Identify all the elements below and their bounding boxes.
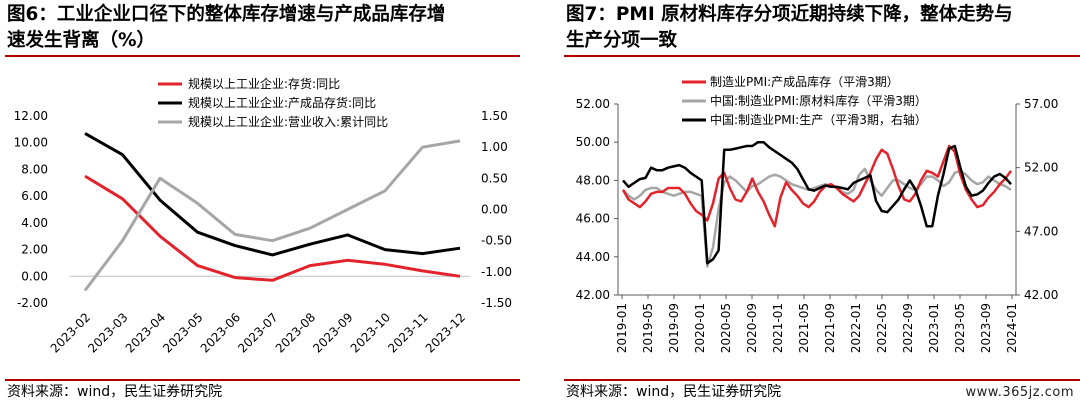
left-chart-panel: 图6：工业企业口径下的整体库存增速与产成品库存增 速发生背离（%） -2.00 0… [0, 0, 520, 404]
left-legend-label: 规模以上工业企业:存货:同比 [188, 76, 340, 91]
left-x-tick-label: 2023-06 [198, 310, 243, 355]
right-y-tick-label: 44.00 [576, 250, 610, 264]
right-y-tick-label: 52.00 [576, 97, 610, 111]
right-chart-panel: 图7：PMI 原材料库存分项近期持续下降，整体走势与 生产分项一致 42.00 4… [540, 0, 1080, 404]
right-x-tick-label: 2021-05 [797, 303, 811, 353]
right-legend-label: 制造业PMI:产成品库存（平滑3期） [710, 74, 899, 89]
right-x-tick-label: 2020-01 [693, 303, 707, 353]
left-y-tick-label: 6.00 [21, 189, 48, 203]
left-chart-title-line1: 图6：工业企业口径下的整体库存增速与产成品库存增 [7, 4, 446, 25]
watermark: www.365jz.com [965, 385, 1074, 400]
left-y2-tick-label: 0.50 [481, 171, 508, 185]
right-y-tick-label: 48.00 [576, 173, 610, 187]
left-y-tick-label: -2.00 [17, 296, 48, 310]
left-legend-label: 规模以上工业企业:产成品存货:同比 [188, 95, 376, 110]
right-x-tick-label: 2024-01 [1005, 303, 1019, 353]
right-series-line [622, 140, 1012, 265]
right-x-tick-label: 2019-01 [615, 303, 629, 353]
left-chart-title-line2: 速发生背离（%） [7, 30, 156, 51]
left-y-tick-label: 10.00 [14, 136, 48, 150]
right-chart-title-line2: 生产分项一致 [566, 30, 678, 51]
right-chart-title: 图7：PMI 原材料库存分项近期持续下降，整体走势与 生产分项一致 [566, 2, 1013, 54]
left-chart-title: 图6：工业企业口径下的整体库存增速与产成品库存增 速发生背离（%） [7, 2, 445, 54]
right-title-rule [564, 55, 1080, 57]
right-y-tick-label: 46.00 [576, 212, 610, 226]
right-line-chart: 42.00 44.00 46.00 48.00 50.00 52.00 42.00 47.00… [576, 74, 1059, 353]
right-x-tick-label: 2022-09 [901, 303, 915, 353]
right-x-tick-label: 2022-05 [875, 303, 889, 353]
right-y2-tick-label: 47.00 [1024, 224, 1058, 238]
right-y-tick-label: 42.00 [576, 288, 610, 302]
left-y-tick-label: 2.00 [21, 243, 48, 257]
left-series-line [84, 174, 461, 282]
right-x-tick-label: 2019-05 [641, 303, 655, 353]
left-x-tick-label: 2023-09 [310, 310, 355, 355]
right-series-line [622, 167, 1012, 268]
left-y2-tick-label: -0.50 [481, 234, 512, 248]
right-chart-title-line1: 图7：PMI 原材料库存分项近期持续下降，整体走势与 [566, 4, 1013, 25]
left-source-note: 资料来源：wind，民生证券研究院 [7, 384, 223, 400]
right-x-tick-label: 2023-01 [927, 303, 941, 353]
right-source-rule [564, 379, 1080, 381]
left-x-tick-label: 2023-07 [235, 310, 280, 355]
left-x-tick-label: 2023-05 [160, 310, 205, 355]
right-x-tick-label: 2021-01 [771, 303, 785, 353]
right-x-tick-label: 2022-01 [849, 303, 863, 353]
right-y2-tick-label: 57.00 [1024, 97, 1058, 111]
right-x-tick-label: 2019-09 [667, 303, 681, 353]
left-y-tick-label: 8.00 [21, 162, 48, 176]
left-line-chart: -2.00 0.00 2.00 4.00 6.00 8.00 10.00 12.00 -1.50… [14, 76, 512, 356]
left-title-rule [5, 55, 520, 57]
left-x-tick-label: 2023-03 [85, 310, 130, 355]
left-x-tick-label: 2023-04 [123, 310, 168, 355]
left-x-tick-label: 2023-11 [385, 310, 430, 355]
left-y-tick-label: 12.00 [14, 109, 48, 123]
right-x-tick-label: 2020-09 [745, 303, 759, 353]
right-x-tick-label: 2020-05 [719, 303, 733, 353]
right-series-line [621, 144, 1013, 228]
right-source-note: 资料来源：wind，民生证券研究院 [566, 384, 782, 400]
right-y2-tick-label: 52.00 [1024, 161, 1058, 175]
right-x-tick-label: 2021-09 [823, 303, 837, 353]
right-x-tick-label: 2023-05 [953, 303, 967, 353]
left-x-tick-label: 2023-02 [48, 310, 93, 355]
right-y-tick-label: 50.00 [576, 135, 610, 149]
left-y2-tick-label: -1.00 [481, 265, 512, 279]
left-x-tick-label: 2023-12 [423, 310, 468, 355]
left-series-line [84, 132, 461, 257]
left-legend-label: 规模以上工业企业:营业收入:累计同比 [188, 114, 388, 129]
left-x-tick-label: 2023-08 [273, 310, 318, 355]
left-x-tick-label: 2023-10 [348, 310, 393, 355]
left-y2-tick-label: 1.50 [481, 109, 508, 123]
right-legend-label: 中国:制造业PMI:原材料库存（平滑3期） [710, 93, 927, 108]
right-legend-label: 中国:制造业PMI:生产（平滑3期，右轴） [710, 112, 927, 127]
left-y2-tick-label: 1.00 [481, 140, 508, 154]
right-x-tick-label: 2023-09 [979, 303, 993, 353]
left-series-line [83, 139, 461, 292]
left-y-tick-label: 0.00 [21, 269, 48, 283]
left-y2-tick-label: 0.00 [481, 203, 508, 217]
right-y2-tick-label: 42.00 [1024, 288, 1058, 302]
left-source-rule [5, 379, 520, 381]
left-y-tick-label: 4.00 [21, 216, 48, 230]
left-y2-tick-label: -1.50 [481, 296, 512, 310]
